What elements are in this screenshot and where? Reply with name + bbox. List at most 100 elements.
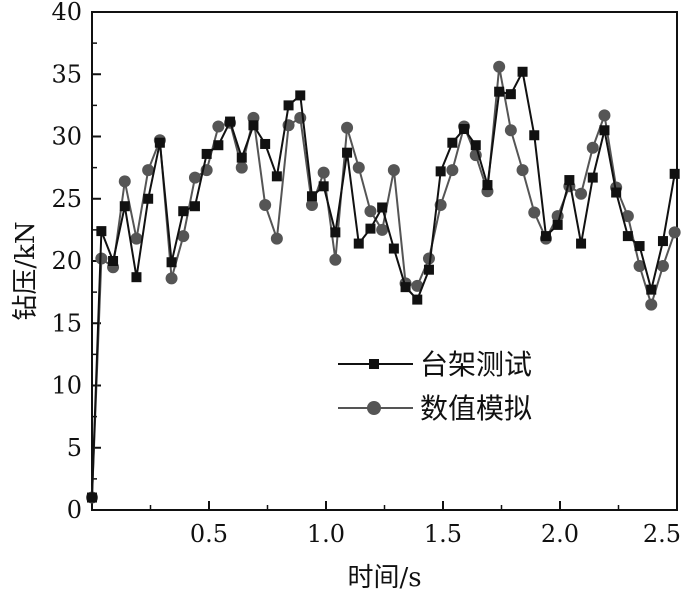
- series-layer: [86, 60, 681, 504]
- data-point-square: [154, 137, 165, 148]
- data-point-square: [482, 180, 493, 191]
- data-point-circle: [504, 124, 517, 137]
- data-point-circle: [177, 230, 190, 243]
- y-tick-label: 40: [51, 0, 82, 26]
- data-point-square: [119, 201, 130, 212]
- data-point-square: [459, 124, 470, 135]
- data-point-square: [587, 172, 598, 183]
- data-point-square: [576, 238, 587, 249]
- data-point-square: [412, 294, 423, 305]
- data-point-circle: [118, 175, 131, 188]
- data-point-circle: [130, 232, 143, 245]
- data-point-square: [388, 243, 399, 254]
- data-point-square: [318, 181, 329, 192]
- data-point-square: [248, 120, 259, 131]
- data-point-square: [505, 89, 516, 100]
- data-point-square: [189, 201, 200, 212]
- data-point-square: [353, 238, 364, 249]
- data-point-circle: [422, 252, 435, 265]
- y-tick-label: 15: [51, 309, 82, 337]
- data-point-square: [447, 137, 458, 148]
- data-point-square: [423, 264, 434, 275]
- data-point-circle: [294, 111, 307, 124]
- data-point-circle: [259, 198, 272, 211]
- x-tick-label: 1.0: [307, 520, 345, 548]
- data-point-circle: [575, 187, 588, 200]
- data-point-square: [435, 166, 446, 177]
- data-point-circle: [212, 120, 225, 133]
- y-tick-label: 0: [67, 496, 82, 524]
- data-point-square: [96, 226, 107, 237]
- data-point-square: [283, 100, 294, 111]
- data-point-circle: [165, 272, 178, 285]
- legend-marker-circle: [367, 401, 381, 415]
- data-point-square: [599, 125, 610, 136]
- data-point-square: [330, 227, 341, 238]
- data-point-square: [657, 236, 668, 247]
- data-point-circle: [329, 253, 342, 266]
- data-point-circle: [528, 206, 541, 219]
- x-tick-label: 2.0: [541, 520, 579, 548]
- data-point-square: [529, 130, 540, 141]
- data-point-square: [646, 284, 657, 295]
- data-point-square: [342, 147, 353, 158]
- data-point-square: [260, 138, 271, 149]
- data-point-square: [470, 140, 481, 151]
- data-point-square: [225, 116, 236, 127]
- legend-marker-square: [369, 359, 379, 369]
- data-point-circle: [188, 171, 201, 184]
- y-axis-title: 钻压/kN: [11, 221, 41, 320]
- data-point-square: [306, 191, 317, 202]
- data-point-square: [377, 202, 388, 213]
- data-point-square: [166, 257, 177, 268]
- data-point-square: [236, 152, 247, 163]
- data-point-circle: [668, 226, 681, 239]
- data-point-square: [611, 187, 622, 198]
- legend-label: 台架测试: [420, 348, 532, 381]
- data-point-square: [400, 282, 411, 293]
- data-point-circle: [364, 205, 377, 218]
- data-point-circle: [656, 259, 669, 272]
- x-tick-label: 0.5: [190, 520, 228, 548]
- series-simulation: [86, 60, 681, 504]
- data-point-circle: [516, 164, 529, 177]
- data-point-square: [494, 86, 505, 97]
- data-point-square: [178, 206, 189, 217]
- y-tick-label: 30: [51, 123, 82, 151]
- data-point-circle: [598, 109, 611, 122]
- series-line: [91, 66, 676, 498]
- x-tick-label: 2.5: [643, 520, 681, 548]
- data-point-circle: [341, 121, 354, 134]
- data-point-circle: [142, 164, 155, 177]
- data-point-circle: [411, 279, 424, 292]
- data-point-square: [131, 272, 142, 283]
- data-point-circle: [235, 161, 248, 174]
- x-tick-label: 1.5: [424, 520, 462, 548]
- y-tick-label: 35: [51, 60, 82, 88]
- plot-frame: [91, 11, 678, 511]
- y-tick-label: 10: [51, 372, 82, 400]
- data-point-circle: [633, 259, 646, 272]
- data-point-circle: [352, 161, 365, 174]
- data-point-square: [517, 66, 528, 77]
- data-point-circle: [317, 166, 330, 179]
- y-tick-label: 25: [51, 185, 82, 213]
- data-point-square: [143, 193, 154, 204]
- data-point-circle: [621, 210, 634, 223]
- data-point-circle: [305, 198, 318, 211]
- data-point-circle: [493, 60, 506, 73]
- data-point-square: [634, 241, 645, 252]
- series-bench-test: [87, 66, 680, 503]
- data-point-circle: [376, 223, 389, 236]
- data-point-square: [669, 168, 680, 179]
- data-point-square: [87, 492, 97, 503]
- legend-item: 数值模拟: [338, 392, 532, 425]
- series-line: [91, 68, 676, 498]
- data-point-square: [622, 231, 633, 242]
- data-point-square: [295, 90, 306, 101]
- axes: 0 5 10 15 20 25 30 35 40 0.5 1.0 1.5 2.0 2.5: [51, 0, 681, 548]
- legend-label: 数值模拟: [420, 392, 532, 425]
- y-tick-label: 20: [51, 247, 82, 275]
